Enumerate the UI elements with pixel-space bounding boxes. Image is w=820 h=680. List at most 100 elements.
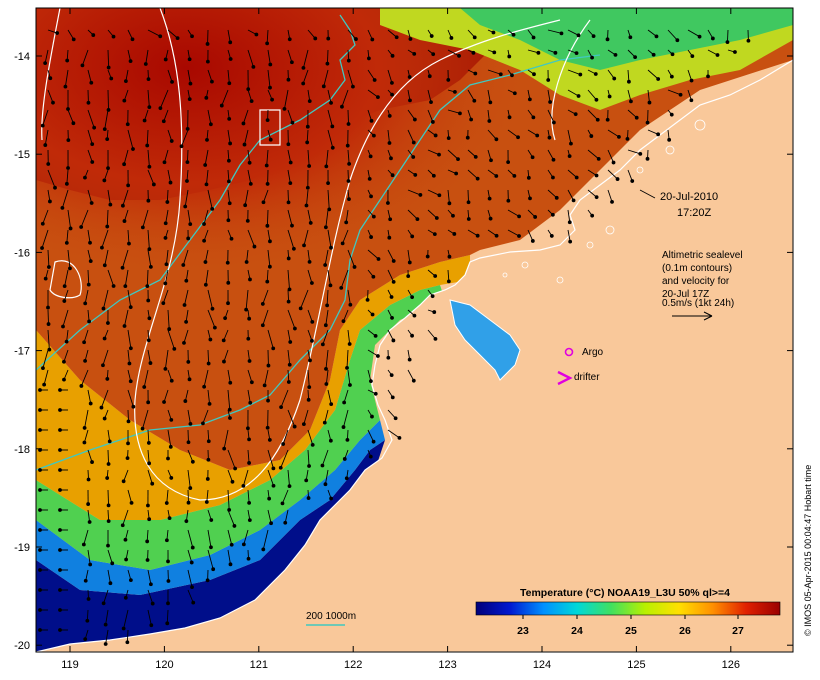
velocity-arrow [387, 69, 393, 83]
lon-tick-label: 121 [250, 659, 268, 671]
velocity-arrow-head [68, 266, 72, 271]
velocity-arrow [227, 389, 231, 410]
velocity-arrow [47, 329, 50, 350]
velocity-arrow [266, 29, 269, 44]
velocity-arrow [427, 329, 436, 340]
velocity-arrow [127, 329, 132, 349]
velocity-arrow [287, 189, 289, 203]
velocity-arrow-head [387, 235, 392, 240]
velocity-arrow-head [340, 241, 345, 246]
velocity-arrow-head [229, 542, 234, 547]
lon-tick-label: 122 [344, 659, 362, 671]
velocity-arrow-head [590, 213, 595, 218]
velocity-arrow-head [551, 157, 556, 162]
velocity-arrow-head [58, 568, 62, 572]
velocity-arrow [307, 269, 313, 284]
velocity-arrow [667, 29, 678, 41]
velocity-arrow-head [166, 559, 170, 564]
velocity-arrow-head [246, 556, 251, 561]
velocity-arrow [487, 129, 497, 140]
date-pointer [639, 189, 656, 199]
velocity-arrow [287, 109, 293, 123]
velocity-arrow-head [187, 97, 192, 102]
velocity-arrow [66, 169, 69, 184]
velocity-arrow-head [512, 91, 517, 96]
velocity-arrow-head [185, 179, 189, 183]
velocity-arrow [367, 249, 379, 260]
velocity-arrow-head [372, 133, 376, 138]
velocity-arrow [87, 129, 93, 145]
velocity-arrow [107, 89, 109, 110]
velocity-arrow-head [466, 200, 471, 205]
velocity-arrow [146, 529, 149, 542]
velocity-arrow-head [456, 157, 460, 162]
velocity-arrow-head [162, 160, 167, 165]
velocity-arrow-head [268, 137, 273, 142]
velocity-arrow-head [38, 588, 42, 592]
lat-tick-label: -14 [14, 51, 30, 63]
velocity-arrow [166, 489, 169, 504]
velocity-arrow [124, 309, 129, 327]
velocity-arrow-head [111, 284, 116, 288]
velocity-arrow-head [546, 78, 551, 82]
velocity-arrow [667, 89, 681, 96]
velocity-arrow-head [188, 81, 193, 86]
inlet [449, 299, 521, 381]
velocity-arrow-head [38, 388, 42, 392]
argo-symbol [564, 347, 574, 357]
velocity-arrow [223, 349, 229, 362]
velocity-arrow [243, 109, 249, 124]
velocity-arrow-head [301, 422, 306, 427]
velocity-arrow [187, 69, 191, 84]
velocity-arrow-head [260, 302, 265, 306]
velocity-arrow-head [594, 195, 599, 200]
velocity-arrow-head [370, 414, 374, 419]
velocity-arrow-head [551, 175, 555, 180]
velocity-arrow [162, 289, 169, 304]
velocity-arrow-head [147, 461, 152, 466]
velocity-arrow-head [249, 380, 254, 385]
velocity-arrow [246, 249, 249, 263]
velocity-arrow-head [472, 98, 477, 103]
velocity-arrow-head [473, 71, 478, 76]
velocity-arrow-head [431, 52, 436, 57]
velocity-arrow-head [451, 213, 455, 218]
velocity-arrow [207, 349, 210, 364]
velocity-arrow-head [62, 359, 66, 364]
velocity-arrow-head [367, 176, 372, 181]
colorbar-tick-label: 27 [732, 625, 744, 637]
velocity-arrow [306, 189, 309, 206]
velocity-arrow-head [168, 444, 173, 449]
velocity-arrow-head [247, 518, 252, 523]
velocity-arrow-head [123, 284, 128, 288]
sealevel-line-4: 20-Jul 17Z [662, 289, 709, 300]
velocity-arrow-head [102, 416, 107, 421]
velocity-arrow [726, 29, 729, 43]
velocity-arrow-head [38, 608, 42, 612]
velocity-arrow-head [323, 225, 328, 230]
velocity-arrow-head [371, 214, 376, 219]
velocity-arrow-head [413, 173, 418, 177]
velocity-arrow-head [304, 203, 309, 208]
velocity-arrow-head [71, 37, 76, 42]
velocity-arrow-head [339, 285, 344, 290]
velocity-arrow-head [254, 32, 259, 37]
velocity-arrow-head [128, 379, 133, 384]
velocity-arrow-head [689, 78, 694, 83]
velocity-arrow-head [102, 127, 107, 132]
velocity-arrow-head [733, 50, 737, 54]
velocity-arrow-head [209, 518, 214, 522]
velocity-arrow-head [352, 265, 357, 269]
velocity-arrow [127, 389, 134, 407]
velocity-arrow-head [64, 339, 69, 344]
velocity-arrow-head [387, 114, 392, 118]
velocity-arrow-head [146, 400, 151, 405]
colorbar-tick-label: 23 [517, 625, 529, 637]
velocity-arrow-head [64, 240, 69, 245]
velocity-arrow-head [204, 95, 209, 100]
velocity-arrow-head [163, 281, 168, 286]
velocity-arrow [527, 229, 534, 242]
velocity-arrow-head [106, 543, 110, 548]
velocity-arrow-head [630, 179, 635, 183]
velocity-arrow [87, 249, 92, 262]
